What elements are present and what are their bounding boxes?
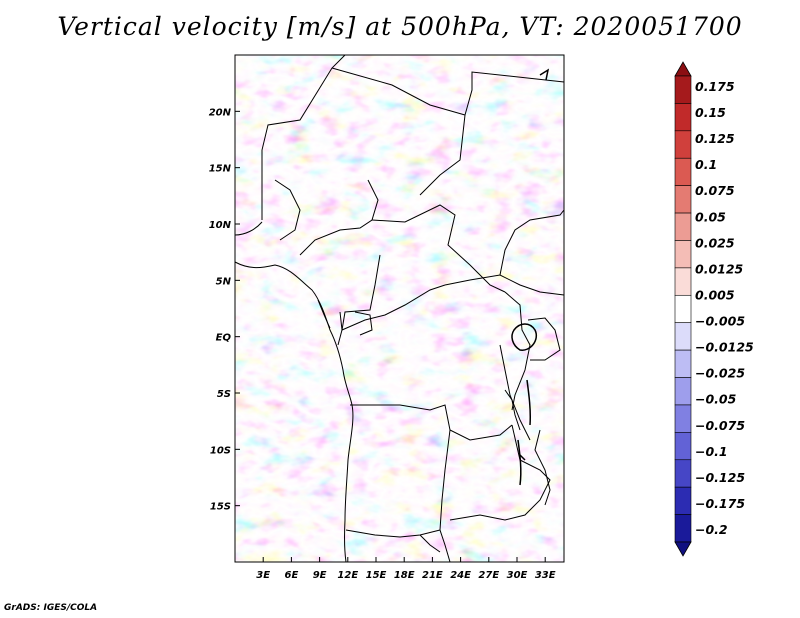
lake-outlines bbox=[511, 68, 550, 486]
colorbar-segment bbox=[674, 486, 692, 515]
colorbar-segment bbox=[674, 212, 692, 241]
colorbar-segment bbox=[674, 185, 692, 214]
lon-tick-label: 24E bbox=[450, 570, 471, 581]
colorbar-segment bbox=[674, 322, 692, 351]
plot-frame bbox=[234, 54, 565, 563]
colorbar: 0.175 0.15 0.125 0.1 0.075 0.05 0.025 0.0125 0.0… bbox=[674, 61, 754, 557]
lat-tick-label: EQ bbox=[216, 333, 232, 344]
lat-tick-label: 10S bbox=[210, 445, 231, 456]
colorbar-level-label: 0.025 bbox=[695, 235, 735, 250]
velocity-field bbox=[235, 55, 564, 562]
colorbar-segment bbox=[674, 404, 692, 433]
colorbar-level-label: −0.0125 bbox=[695, 340, 754, 355]
lat-tick-label: 20N bbox=[209, 107, 232, 118]
colorbar-level-label: −0.005 bbox=[695, 314, 745, 329]
lon-tick-label: 12E bbox=[337, 570, 358, 581]
colorbar-level-label: 0.1 bbox=[695, 157, 717, 172]
colorbar-level-label: 0.15 bbox=[695, 105, 726, 120]
colorbar-segment bbox=[674, 267, 692, 296]
colorbar-level-label: 0.005 bbox=[695, 287, 735, 302]
colorbar-segment bbox=[674, 130, 692, 159]
colorbar-level-label: −0.1 bbox=[695, 444, 728, 459]
colorbar-segment bbox=[674, 432, 692, 461]
colorbar-level-label: 0.075 bbox=[695, 183, 735, 198]
latitude-axis: 20N 15N 10N 5N EQ 5S 10S 15S bbox=[209, 107, 240, 513]
colorbar-level-label: 0.175 bbox=[695, 79, 735, 94]
colorbar-segment bbox=[674, 75, 692, 104]
colorbar-level-label: −0.025 bbox=[695, 366, 745, 381]
colorbar-segment bbox=[674, 240, 692, 269]
lon-tick-label: 6E bbox=[285, 570, 299, 581]
colorbar-segment bbox=[674, 294, 692, 324]
longitude-axis: 3E 6E 9E 12E 15E 18E 21E 24E 27E 30E 33E bbox=[256, 557, 556, 581]
lon-tick-label: 18E bbox=[394, 570, 415, 581]
lat-tick-label: 15N bbox=[209, 164, 232, 175]
chart-title: Vertical velocity [m/s] at 500hPa, VT: 2… bbox=[57, 12, 743, 41]
lat-tick-label: 5N bbox=[216, 276, 232, 287]
lon-tick-label: 33E bbox=[535, 570, 556, 581]
credit-text: GrADS: IGES/COLA bbox=[4, 603, 98, 613]
lon-tick-label: 15E bbox=[366, 570, 387, 581]
lon-tick-label: 3E bbox=[256, 570, 270, 581]
colorbar-max-arrow bbox=[674, 61, 692, 77]
colorbar-segment bbox=[674, 377, 692, 406]
colorbar-level-label: 0.0125 bbox=[695, 261, 744, 276]
colorbar-level-label: −0.175 bbox=[695, 496, 745, 511]
colorbar-min-arrow bbox=[674, 541, 692, 557]
lat-tick-label: 15S bbox=[210, 502, 231, 513]
colorbar-level-label: 0.125 bbox=[695, 131, 735, 146]
colorbar-level-label: −0.075 bbox=[695, 418, 745, 433]
lon-tick-label: 27E bbox=[478, 570, 499, 581]
colorbar-segment bbox=[674, 459, 692, 488]
country-borders bbox=[235, 55, 564, 562]
lon-tick-label: 9E bbox=[313, 570, 327, 581]
lat-tick-label: 10N bbox=[209, 220, 232, 231]
colorbar-segment bbox=[674, 349, 692, 378]
colorbar-level-label: 0.05 bbox=[695, 209, 726, 224]
colorbar-level-label: −0.05 bbox=[695, 392, 737, 407]
lat-tick-label: 5S bbox=[217, 389, 231, 400]
colorbar-level-label: −0.125 bbox=[695, 470, 745, 485]
colorbar-segment bbox=[674, 157, 692, 186]
lon-tick-label: 21E bbox=[422, 570, 443, 581]
colorbar-segment bbox=[674, 103, 692, 132]
colorbar-level-label: −0.2 bbox=[695, 522, 728, 537]
colorbar-segment bbox=[674, 514, 692, 543]
lon-tick-label: 30E bbox=[507, 570, 528, 581]
